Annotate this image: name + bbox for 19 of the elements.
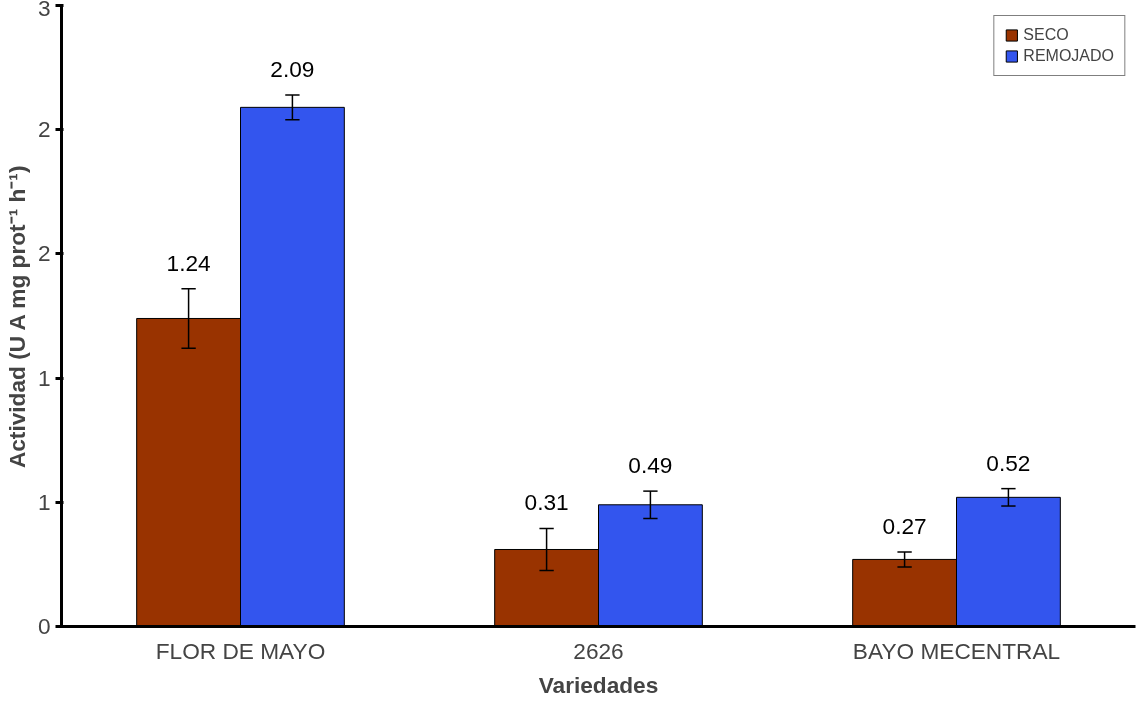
legend-label: SECO [1023, 26, 1069, 44]
legend-label: REMOJADO [1023, 47, 1114, 65]
x-axis-title: Variedades [538, 671, 659, 698]
y-tick-label: 2 [37, 116, 51, 143]
x-tick-label: 2626 [573, 637, 624, 664]
x-tick-label: BAYO MECENTRAL [852, 637, 1061, 664]
x-tick-label: FLOR DE MAYO [155, 637, 326, 664]
y-tick-label: 1 [37, 488, 51, 515]
data-label: 1.24 [166, 249, 211, 276]
data-label: 0.31 [524, 489, 569, 516]
data-label: 0.52 [986, 449, 1031, 476]
data-label: 0.49 [628, 452, 673, 479]
y-tick-label: 2 [37, 240, 51, 267]
data-label: 2.09 [270, 55, 315, 82]
y-axis-title: Actividad (U A mg prot⁻¹ h⁻¹) [3, 165, 30, 469]
y-tick-label: 1 [37, 364, 51, 391]
y-tick-label: 3 [37, 0, 51, 21]
y-tick-label: 0 [37, 613, 51, 639]
data-label: 0.27 [882, 512, 927, 539]
